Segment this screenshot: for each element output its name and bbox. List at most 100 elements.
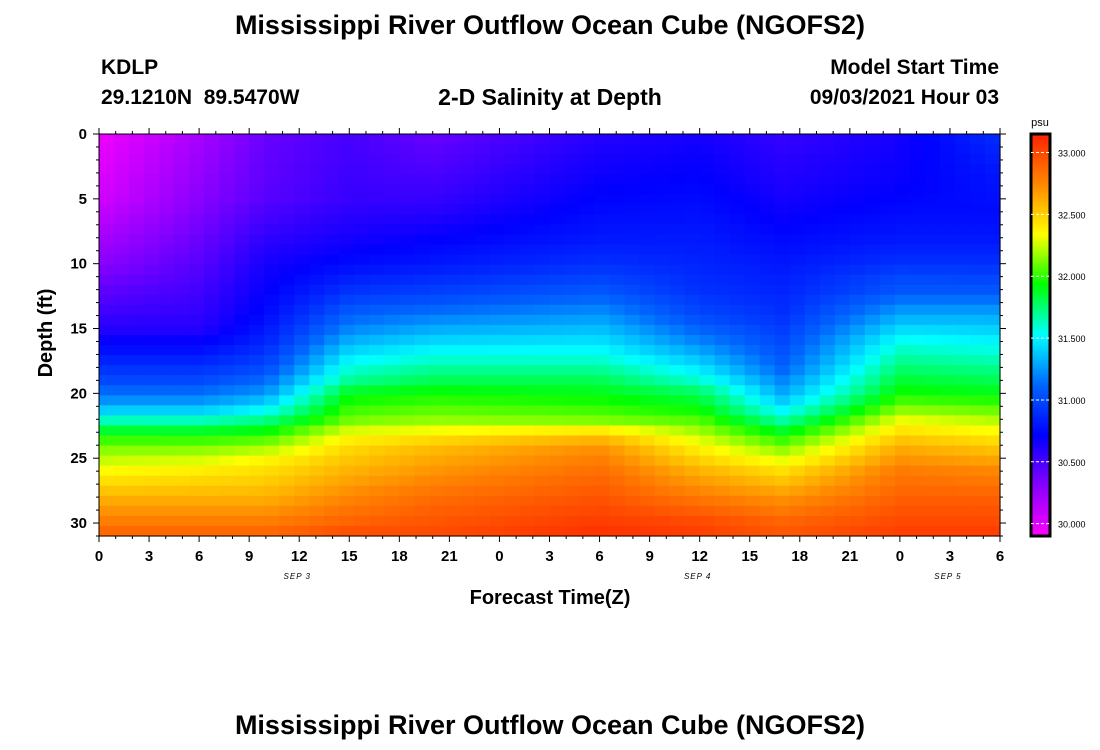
heatmap-cell: [564, 274, 581, 286]
heatmap-cell: [669, 304, 686, 316]
heatmap-cell: [534, 144, 551, 155]
heatmap-cell: [924, 144, 941, 155]
heatmap-cell: [504, 164, 521, 175]
heatmap-cell: [564, 525, 581, 537]
heatmap-cell: [969, 214, 986, 226]
heatmap-cell: [444, 465, 460, 477]
heatmap-cell: [564, 495, 581, 507]
colorbar-segment: [1031, 407, 1050, 411]
heatmap-cell: [639, 304, 656, 316]
heatmap-cell: [99, 314, 115, 326]
heatmap-cell: [909, 415, 926, 427]
heatmap-cell: [459, 485, 476, 497]
heatmap-cell: [789, 475, 806, 487]
colorbar-segment: [1031, 425, 1050, 429]
heatmap-cell: [309, 455, 325, 467]
heatmap-cell: [489, 304, 506, 316]
heatmap-cell: [339, 164, 355, 175]
heatmap-cell: [519, 345, 536, 356]
heatmap-cell: [624, 244, 641, 256]
heatmap-cell: [249, 385, 265, 396]
heatmap-cell: [249, 134, 265, 145]
heatmap-cell: [849, 164, 866, 175]
heatmap-cell: [969, 505, 986, 517]
heatmap-cell: [234, 515, 250, 527]
heatmap-cell: [444, 375, 460, 386]
heatmap-cell: [639, 184, 656, 195]
heatmap-cell: [564, 455, 581, 467]
heatmap-cell: [804, 435, 821, 447]
heatmap-cell: [159, 154, 175, 165]
heatmap-cell: [879, 134, 896, 145]
heatmap-cell: [684, 234, 701, 246]
heatmap-cell: [339, 495, 355, 507]
colorbar-segment: [1031, 397, 1050, 401]
heatmap-cell: [129, 375, 145, 386]
colorbar-segment: [1031, 174, 1050, 178]
heatmap-cell: [834, 405, 851, 416]
heatmap-cell: [504, 465, 521, 477]
colorbar-segment: [1031, 525, 1050, 530]
heatmap-cell: [924, 435, 941, 447]
heatmap-cell: [714, 495, 731, 507]
colorbar-segment: [1031, 151, 1050, 155]
heatmap-cell: [384, 405, 400, 416]
heatmap-cell: [984, 485, 1001, 497]
heatmap-cell: [294, 304, 310, 316]
heatmap-cell: [519, 515, 536, 527]
heatmap-cell: [414, 214, 430, 226]
heatmap-cell: [234, 224, 250, 236]
heatmap-cell: [969, 435, 986, 447]
heatmap-cell: [714, 445, 731, 457]
heatmap-cell: [594, 174, 611, 185]
heatmap-cell: [399, 405, 415, 416]
heatmap-cell: [684, 284, 701, 296]
heatmap-cell: [639, 345, 656, 356]
heatmap-cell: [849, 244, 866, 256]
heatmap-cell: [699, 284, 716, 296]
heatmap-cell: [519, 154, 536, 165]
heatmap-cell: [654, 324, 671, 336]
heatmap-cell: [954, 395, 971, 406]
heatmap-cell: [804, 415, 821, 427]
colorbar-segment: [1031, 350, 1050, 354]
heatmap-cell: [279, 244, 295, 256]
heatmap-cell: [534, 264, 551, 276]
heatmap-cell: [354, 475, 370, 487]
heatmap-cell: [864, 174, 881, 185]
heatmap-cell: [159, 375, 175, 386]
heatmap-cell: [129, 144, 145, 155]
heatmap-cell: [699, 184, 716, 195]
heatmap-cell: [939, 284, 956, 296]
heatmap-cell: [549, 214, 566, 226]
colorbar-segment: [1031, 299, 1050, 303]
colorbar-segment: [1031, 234, 1050, 238]
heatmap-cell: [594, 425, 611, 437]
model-start-label: Model Start Time: [830, 56, 999, 79]
heatmap-cell: [849, 324, 866, 336]
heatmap-cell: [924, 525, 941, 537]
heatmap-cell: [249, 495, 265, 507]
heatmap-cell: [249, 234, 265, 246]
heatmap-cell: [234, 244, 250, 256]
heatmap-cell: [234, 314, 250, 326]
heatmap-cell: [369, 465, 385, 477]
heatmap-cell: [444, 445, 460, 457]
heatmap-cell: [969, 515, 986, 527]
heatmap-cell: [894, 405, 911, 416]
heatmap-cell: [534, 435, 551, 447]
heatmap-cell: [429, 335, 445, 346]
heatmap-cell: [969, 224, 986, 236]
colorbar-segment: [1031, 229, 1050, 233]
heatmap-cell: [789, 134, 806, 145]
heatmap-cell: [759, 204, 776, 215]
heatmap-cell: [129, 385, 145, 396]
colorbar-segment: [1031, 355, 1050, 359]
heatmap-cell: [969, 134, 986, 145]
heatmap-cell: [429, 274, 445, 286]
heatmap-cell: [204, 425, 220, 437]
heatmap-cell: [699, 355, 716, 366]
heatmap-cell: [969, 304, 986, 316]
heatmap-cell: [894, 385, 911, 396]
heatmap-cell: [624, 405, 641, 416]
